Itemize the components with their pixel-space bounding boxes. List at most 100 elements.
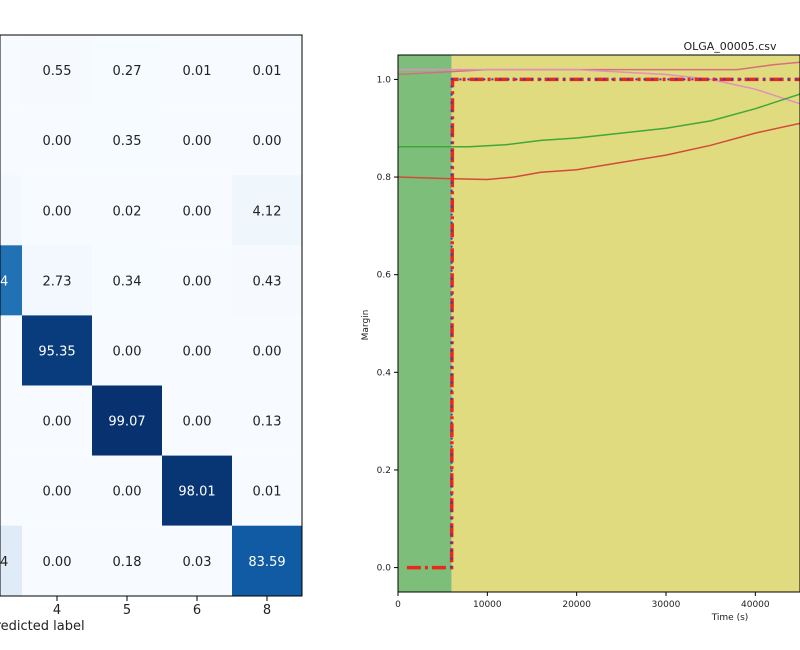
cm-cell: [232, 105, 302, 176]
line-chart-x-tick-label: 10000: [473, 600, 502, 610]
line-chart-x-tick-label: 40000: [741, 600, 770, 610]
cm-cell: [162, 105, 232, 176]
cm-cell-value: 99.07: [108, 415, 145, 430]
cm-cell: [22, 245, 92, 316]
cm-cell: [22, 105, 92, 176]
cm-cell-value: 0.55: [43, 64, 72, 79]
line-chart-series-line: [398, 93, 800, 148]
cm-partial-cell: [0, 455, 22, 526]
line-chart-y-tick-label: 0.6: [377, 271, 392, 281]
cm-cell-value: 0.00: [113, 344, 142, 359]
cm-x-tick-label: 4: [53, 603, 61, 618]
cm-cell-value: 0.01: [253, 64, 282, 79]
cm-cell: [232, 525, 302, 596]
cm-cell-value: 0.00: [43, 204, 72, 219]
cm-cell-value: 0.13: [253, 415, 282, 430]
confusion-matrix-xlabel: Predicted label: [0, 619, 85, 634]
cm-cell-value: 2.73: [43, 274, 72, 289]
line-chart-ylabel: Margin: [361, 310, 371, 341]
cm-cell-value: 0.00: [43, 555, 72, 570]
cm-cell-value: 0.00: [43, 415, 72, 430]
line-chart-x-tick-label: 30000: [652, 600, 681, 610]
line-chart-series-line: [397, 61, 800, 76]
cm-cell: [162, 245, 232, 316]
cm-x-tick-label: 5: [123, 603, 131, 618]
line-chart-y-ticks: 0.0 0.2 0.4 0.6 0.8 1.0: [377, 75, 398, 574]
cm-cell-value: 0.03: [183, 555, 212, 570]
cm-cell: [22, 385, 92, 456]
cm-cell-value: 98.01: [178, 485, 215, 500]
cm-cell: [162, 525, 232, 596]
cm-partial-cell: [0, 35, 22, 106]
cm-cell: [232, 455, 302, 526]
cm-cell-value: 0.01: [253, 485, 282, 500]
line-chart-y-tick-label: 0.4: [377, 368, 392, 378]
line-chart-y-tick-label: 0.0: [377, 564, 392, 574]
cm-partial-cell: [0, 315, 22, 386]
cm-cell-value: 95.35: [38, 344, 75, 359]
confusion-matrix-cells: 0.55 0.27 0.01 0.01 0.00 0.35 0.00 0.00 0.00 0.02…: [0, 35, 302, 596]
line-chart-y-tick-label: 1.0: [377, 75, 392, 85]
confusion-matrix: 0.55 0.27 0.01 0.01 0.00 0.35 0.00 0.00 0.00 0.02…: [0, 34, 303, 634]
cm-cell-value: 0.00: [43, 134, 72, 149]
line-chart-title: OLGA_00005.csv: [683, 40, 777, 53]
cm-cell: [232, 385, 302, 456]
cm-cell: [162, 315, 232, 386]
cm-cell: [162, 175, 232, 246]
cm-x-tick-label: 6: [193, 603, 201, 618]
cm-cell: [92, 385, 162, 456]
cm-cell-value: 0.01: [183, 64, 212, 79]
cm-cell-value: 0.43: [253, 274, 282, 289]
cm-partial-cell: [0, 245, 22, 316]
cm-cell-value: 0.18: [113, 555, 142, 570]
cm-cell: [92, 175, 162, 246]
line-chart-series: [397, 61, 800, 570]
cm-cell: [22, 455, 92, 526]
cm-cell: [162, 455, 232, 526]
cm-cell: [92, 105, 162, 176]
cm-cell: [22, 315, 92, 386]
line-chart-frame: [397, 54, 800, 593]
cm-cell: [92, 525, 162, 596]
cm-cell: [22, 525, 92, 596]
cm-cell: [232, 245, 302, 316]
cm-cell-value: 0.27: [113, 64, 142, 79]
line-chart-region: [398, 55, 452, 592]
line-chart-series-line: [398, 68, 800, 105]
cm-cell: [232, 315, 302, 386]
line-chart-y-tick-label: 0.8: [377, 173, 392, 183]
line-chart-series-line: [397, 122, 800, 181]
cm-cell-value: 0.34: [113, 274, 142, 289]
cm-cell-value: 0.00: [183, 204, 212, 219]
cm-cell: [92, 245, 162, 316]
cm-cell-value: 0.00: [183, 274, 212, 289]
cm-cell: [92, 455, 162, 526]
cm-cell: [162, 385, 232, 456]
cm-cell-value: 0.00: [183, 415, 212, 430]
cm-partial-label: 4: [0, 274, 8, 289]
cm-partial-cell: [0, 105, 22, 176]
line-chart-x-tick-label: 20000: [562, 600, 591, 610]
cm-cell: [92, 315, 162, 386]
line-chart: 0 10000 20000 30000 40000 0.0 0.2 0.4 0.6 0.8 1.0…: [361, 40, 800, 623]
line-chart-series-line: [450, 78, 800, 568]
cm-cell: [22, 35, 92, 106]
cm-cell-value: 0.35: [113, 134, 142, 149]
confusion-matrix-frame: [0, 34, 303, 597]
line-chart-x-tick-label: 0: [395, 600, 401, 610]
cm-cell-value: 0.02: [113, 204, 142, 219]
line-chart-xlabel: Time (s): [711, 613, 749, 623]
cm-x-tick-label: 8: [263, 603, 271, 618]
cm-cell-value: 0.00: [253, 344, 282, 359]
cm-cell-value: 0.00: [253, 134, 282, 149]
confusion-matrix-x-ticks: 4 5 6 8: [53, 596, 271, 618]
cm-cell-value: 0.00: [43, 485, 72, 500]
line-chart-y-tick-label: 0.2: [377, 466, 391, 476]
cm-cell-value: 0.00: [183, 134, 212, 149]
cm-cell-value: 0.00: [183, 344, 212, 359]
cm-cell-value: 4.12: [253, 204, 282, 219]
line-chart-x-ticks: 0 10000 20000 30000 40000: [395, 592, 770, 610]
cm-cell: [162, 35, 232, 106]
cm-cell: [92, 35, 162, 106]
cm-cell-value: 83.59: [248, 555, 285, 570]
